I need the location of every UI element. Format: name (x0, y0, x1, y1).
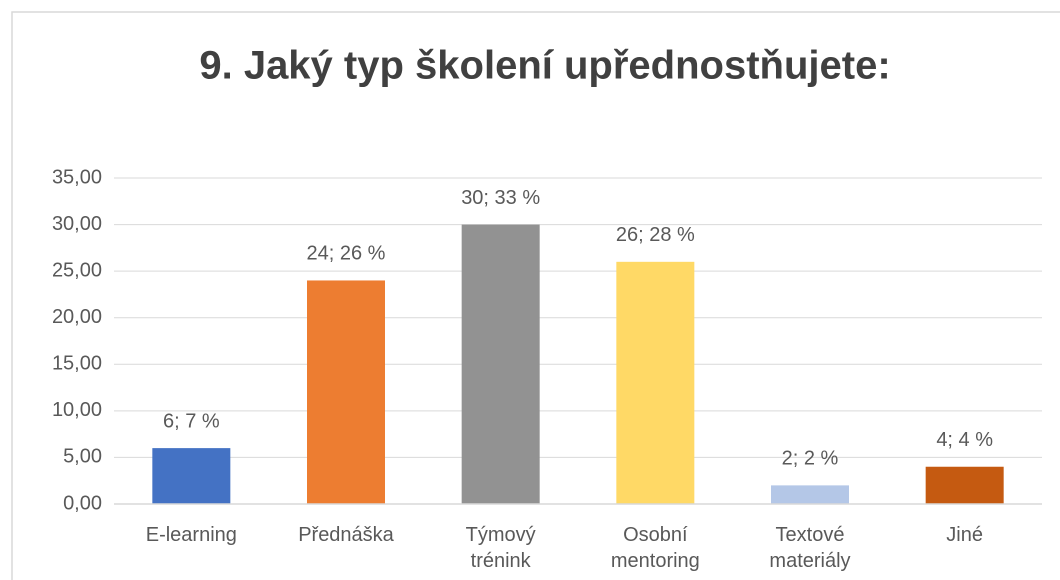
bar (616, 261, 695, 504)
x-tick-label: Jiné (946, 524, 983, 546)
bar (925, 466, 1004, 504)
x-tick-label: Týmový trénink (465, 524, 536, 572)
chart-title: 9. Jaký typ školení upřednostňujete: (199, 44, 890, 88)
y-tick-label: 35,00 (52, 166, 102, 188)
y-tick-label: 0,00 (63, 492, 102, 514)
y-tick-label: 15,00 (52, 353, 102, 375)
y-tick-label: 20,00 (52, 306, 102, 328)
x-tick-label: E-learning (145, 524, 237, 546)
bar (307, 280, 385, 504)
x-tick-label: Textové materiály (769, 524, 851, 572)
y-tick-label: 5,00 (63, 446, 102, 468)
x-tick-label: Přednáška (298, 524, 394, 546)
x-tick-label: Osobní mentoring (610, 524, 700, 572)
y-tick-label: 25,00 (52, 259, 102, 281)
data-label: 24; 26 % (307, 243, 386, 265)
data-label: 30; 33 % (461, 187, 540, 209)
data-label: 6; 7 % (163, 410, 220, 432)
bar (461, 224, 540, 505)
y-tick-label: 10,00 (52, 399, 102, 421)
bar (152, 448, 231, 504)
data-label: 26; 28 % (616, 224, 695, 246)
bar (771, 485, 849, 504)
y-tick-label: 30,00 (52, 213, 102, 235)
data-label: 4; 4 % (936, 429, 993, 451)
data-label: 2; 2 % (782, 448, 839, 470)
